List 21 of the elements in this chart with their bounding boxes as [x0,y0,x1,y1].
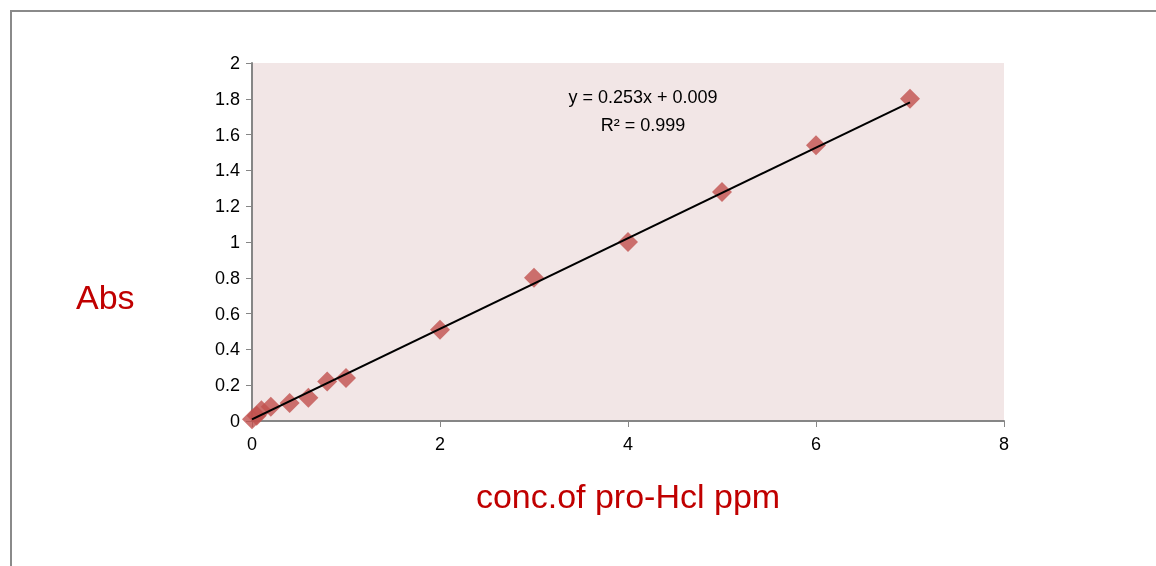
y-tick-label: 0.2 [214,375,240,396]
x-tick-label: 0 [246,434,258,454]
y-tick-label: 0.4 [214,339,240,360]
y-tick-label: 0 [229,411,240,431]
y-tick-label: 1.8 [214,88,240,109]
x-tick-label: 4 [622,434,634,454]
y-tick-label: 1.2 [214,196,240,217]
y-tick-label: 1.6 [214,124,240,145]
x-tick-label: 2 [434,434,446,454]
annotation: y = 0.253x + 0.009 [568,87,718,107]
y-tick-label: 1 [229,232,240,252]
point [900,88,920,109]
y-tick-label: 0.8 [214,267,240,288]
y-tick-label: 0.6 [214,303,240,324]
y-tick-label: 2 [229,53,240,73]
annotation: R² = 0.999 [600,115,686,135]
y-tick-label: 1.4 [214,160,240,181]
x-tick-label: 8 [998,434,1010,454]
y-axis-title: Abs [76,278,135,316]
x-axis-title: conc.of pro-Hcl ppm [475,477,781,515]
x-tick-label: 6 [810,434,822,454]
